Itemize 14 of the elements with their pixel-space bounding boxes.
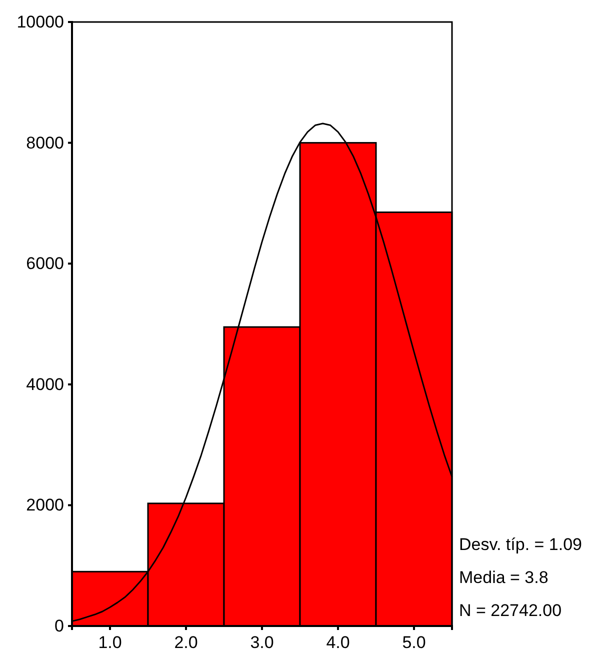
x-tick-label: 1.0 <box>98 633 122 652</box>
x-tick-label: 5.0 <box>402 633 426 652</box>
text: Media = 3.8 <box>459 568 548 587</box>
x-tick-label: 4.0 <box>326 633 350 652</box>
y-tick-label: 6000 <box>26 254 64 274</box>
y-tick-label: 8000 <box>26 133 64 152</box>
y-tick-label: 10000 <box>16 12 64 32</box>
x-tick-label: 2.0 <box>174 633 198 652</box>
y-tick-label: 2000 <box>26 496 64 515</box>
y-tick-label: 0 <box>54 616 64 636</box>
text: N = 22742.00 <box>459 601 562 620</box>
x-tick-label: 3.0 <box>250 633 274 652</box>
y-tick-label: 4000 <box>26 374 64 394</box>
text: Desv. típ. = 1.09 <box>459 535 582 554</box>
